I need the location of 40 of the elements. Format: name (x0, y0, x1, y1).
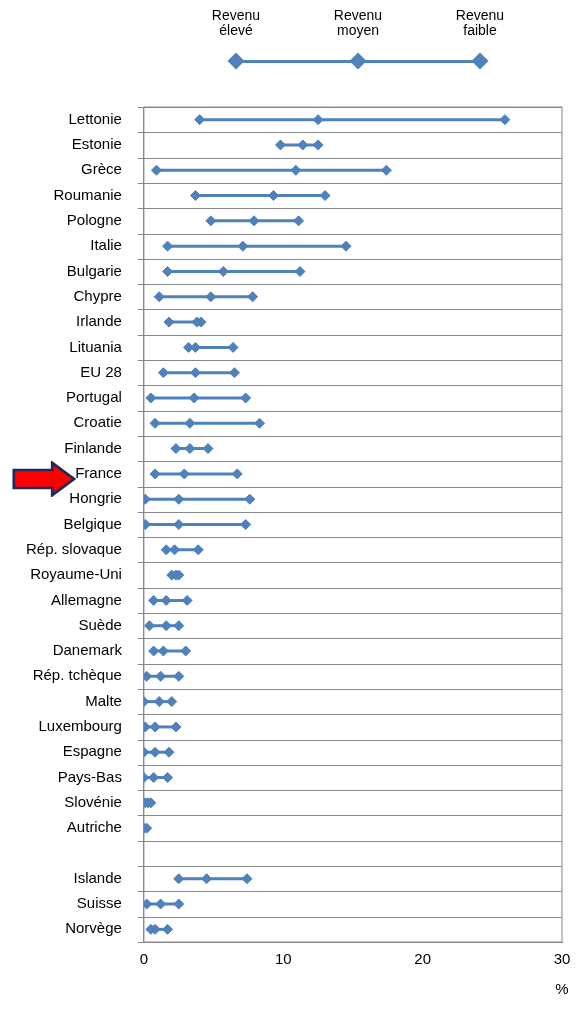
y-tick-label: Slovénie (64, 792, 122, 810)
y-tick-label: Rép. tchèque (32, 666, 122, 684)
y-tick-label: Finlande (64, 438, 122, 456)
y-tick-label: Autriche (66, 818, 122, 836)
y-tick-label: Danemark (52, 641, 123, 659)
y-tick-label: Luxembourg (38, 717, 122, 735)
x-tick-label: 30 (553, 950, 571, 968)
y-tick-label: Estonie (71, 135, 122, 153)
y-tick-label: Hongrie (69, 489, 122, 507)
text: Revenu faible (454, 7, 506, 38)
x-tick-label: 0 (139, 950, 149, 968)
y-tick-label: EU 28 (80, 362, 122, 380)
y-tick-label: Pays-Bas (57, 767, 122, 785)
x-tick-label: 10 (274, 950, 292, 968)
y-tick-label: Lettonie (68, 109, 122, 127)
y-tick-label: Rép. slovaque (25, 539, 122, 557)
y-tick-label: Suisse (76, 894, 122, 912)
y-tick-label: Roumanie (53, 185, 122, 203)
x-tick-label: 20 (414, 950, 431, 968)
y-tick-label: Chypre (73, 286, 122, 304)
y-tick-label: Islande (73, 868, 122, 886)
text: Revenu élevé (210, 7, 262, 38)
text: Revenu moyen (332, 7, 384, 38)
y-tick-label: Royaume-Uni (30, 565, 122, 583)
y-tick-label: Malte (85, 691, 122, 709)
y-tick-label: Portugal (66, 388, 122, 406)
y-tick-label: Grèce (81, 160, 122, 178)
y-tick-label: Bulgarie (66, 261, 122, 279)
y-tick-label: Suède (78, 615, 122, 633)
y-tick-label: Pologne (66, 211, 122, 228)
y-tick-label: Espagne (62, 742, 122, 760)
y-tick-label: Irlande (76, 312, 122, 330)
y-tick-label: Allemagne (51, 590, 122, 608)
y-tick-label: Italie (90, 236, 122, 254)
y-tick-label: Belgique (63, 514, 122, 532)
x-axis-title: % (555, 979, 569, 997)
y-tick-label: France (75, 464, 122, 482)
y-tick-label: Lituania (69, 337, 123, 355)
y-tick-label: Croatie (73, 413, 122, 431)
y-tick-label: Norvège (65, 919, 122, 937)
